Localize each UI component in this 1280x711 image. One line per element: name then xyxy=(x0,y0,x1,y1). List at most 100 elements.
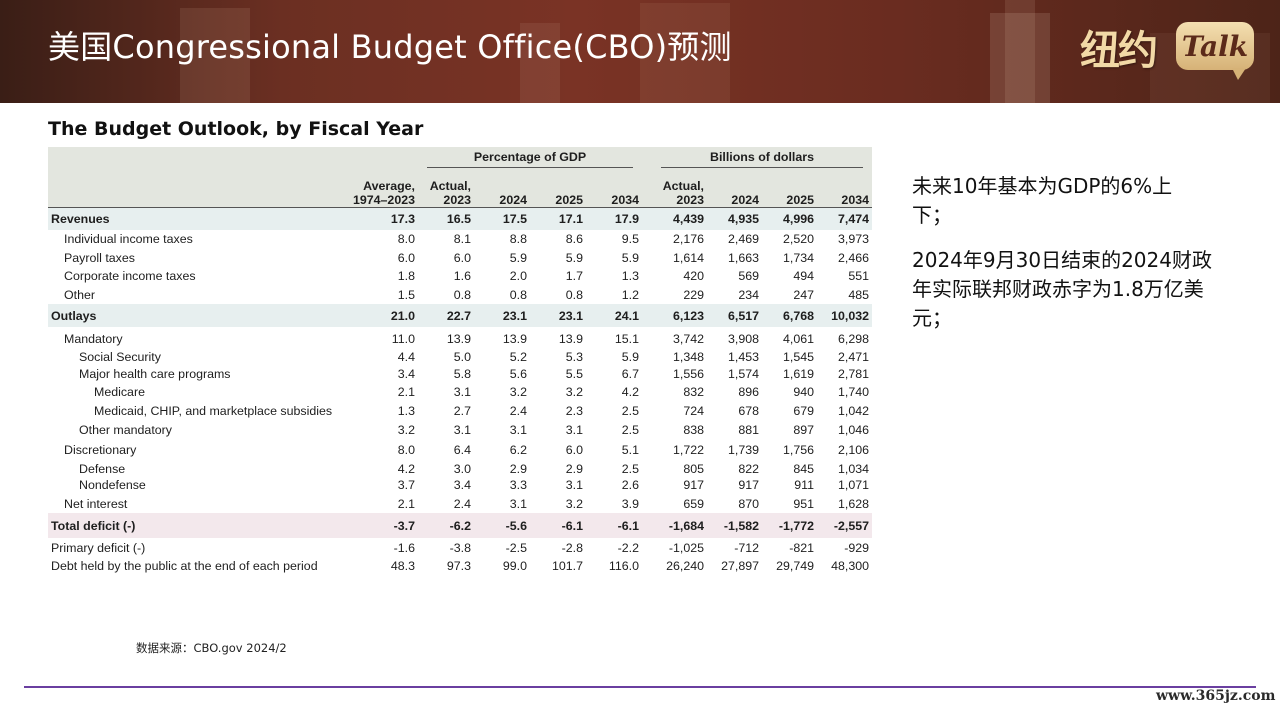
table-cell: 1,046 xyxy=(837,422,869,437)
table-cell: 1.2 xyxy=(621,288,639,303)
table-cell: 3.1 xyxy=(453,422,471,437)
table-row: Revenues 17.3 16.5 17.5 17.1 17.9 4,439 4,935 4,… xyxy=(48,207,872,230)
table-cell: 16.5 xyxy=(418,207,474,230)
table-cell: 832 xyxy=(683,385,704,400)
table-cell: 3.1 xyxy=(565,422,583,437)
table-cell: 822 xyxy=(738,461,759,476)
table-cell: 951 xyxy=(793,497,814,512)
table-cell: 1,614 xyxy=(672,250,704,265)
table-cell: 4,061 xyxy=(782,331,814,346)
table-cell: 2.7 xyxy=(453,404,471,419)
table-cell: 1,574 xyxy=(727,366,759,381)
table-row: Nondefense 3.7 3.4 3.3 3.1 2.6 917 917 911 1,071 xyxy=(48,476,872,495)
table-cell: 2.9 xyxy=(509,461,527,476)
table-cell: 234 xyxy=(738,288,759,303)
table-row: Mandatory 11.0 13.9 13.9 13.9 15.1 3,742 3,908 4… xyxy=(48,327,872,346)
table-cell: 551 xyxy=(848,269,869,284)
table-cell: -1,772 xyxy=(762,513,817,539)
table-cell: 659 xyxy=(683,497,704,512)
row-label: Discretionary xyxy=(64,443,137,458)
row-label: Net interest xyxy=(64,497,128,512)
table-cell: 6.0 xyxy=(453,250,471,265)
table-row: Corporate income taxes 1.8 1.6 2.0 1.7 1.3 420… xyxy=(48,267,872,286)
building-decoration xyxy=(990,13,1050,103)
table-cell: 3.4 xyxy=(397,366,415,381)
table-cell: 3.4 xyxy=(453,478,471,493)
table-cell: 5.9 xyxy=(621,350,639,365)
table-cell: 1,071 xyxy=(837,478,869,493)
table-cell: 5.8 xyxy=(453,366,471,381)
table-cell: 6,123 xyxy=(652,304,707,328)
table-cell: 2.5 xyxy=(621,461,639,476)
table-cell: 1.3 xyxy=(397,404,415,419)
table-cell: 5.9 xyxy=(621,250,639,265)
table-cell: -1.6 xyxy=(393,540,415,555)
table-cell: 17.5 xyxy=(474,207,530,230)
table-cell: 4.2 xyxy=(397,461,415,476)
table-cell: 3.9 xyxy=(621,497,639,512)
table-cell: 870 xyxy=(738,497,759,512)
slide-title: 美国Congressional Budget Office(CBO)预测 xyxy=(48,28,732,66)
table-cell: -6.1 xyxy=(530,513,586,539)
table-cell: 3,973 xyxy=(837,232,869,247)
row-label: Mandatory xyxy=(64,331,123,346)
table-cell: -821 xyxy=(789,540,814,555)
table-cell: 2.0 xyxy=(509,269,527,284)
col-header-bil-actual: Actual, 2023 xyxy=(652,169,707,208)
table-row: Other 1.5 0.8 0.8 0.8 1.2 229 234 247 485 xyxy=(48,286,872,305)
table-cell: 2.9 xyxy=(565,461,583,476)
table-cell: 27,897 xyxy=(721,559,759,574)
table-cell: 6.4 xyxy=(453,443,471,458)
table-cell: -1,582 xyxy=(707,513,762,539)
table-cell: 48.3 xyxy=(390,559,415,574)
table-cell: 5.2 xyxy=(509,350,527,365)
table-cell: 2.6 xyxy=(621,478,639,493)
table-cell: -3.7 xyxy=(338,513,418,539)
table-cell: 4,996 xyxy=(762,207,817,230)
table-cell: 911 xyxy=(794,478,814,493)
row-label: Revenues xyxy=(48,207,338,230)
table-cell: 679 xyxy=(793,404,814,419)
building-decoration xyxy=(180,8,250,103)
table-cell: 2.5 xyxy=(621,404,639,419)
table-cell: 5.3 xyxy=(565,350,583,365)
table-cell: 6,298 xyxy=(837,331,869,346)
group-header-row: Percentage of GDP Billions of dollars xyxy=(48,147,872,169)
table-cell: 0.8 xyxy=(509,288,527,303)
table-cell: 13.9 xyxy=(502,331,527,346)
table-row: Payroll taxes 6.0 6.0 5.9 5.9 5.9 1,614 1,663 1,… xyxy=(48,249,872,268)
row-label: Other mandatory xyxy=(79,422,172,437)
row-label: Primary deficit (-) xyxy=(51,540,146,555)
table-cell: 678 xyxy=(738,404,759,419)
table-cell: -2.8 xyxy=(561,540,583,555)
table-cell: 48,300 xyxy=(831,559,869,574)
row-label: Major health care programs xyxy=(79,366,231,381)
table-cell: -5.6 xyxy=(474,513,530,539)
table-cell: 5.9 xyxy=(565,250,583,265)
table-cell: 6.2 xyxy=(509,443,527,458)
table-cell: 10,032 xyxy=(817,304,872,328)
table-cell: 1,453 xyxy=(727,350,759,365)
table-cell: 6,517 xyxy=(707,304,762,328)
table-cell: 724 xyxy=(683,404,704,419)
table-cell: 881 xyxy=(738,422,759,437)
table-cell: 0.8 xyxy=(453,288,471,303)
building-decoration xyxy=(1005,0,1035,103)
column-header-row: Average, 1974–2023 Actual, 2023 2024 2025 … xyxy=(48,169,872,208)
table-cell: 1,556 xyxy=(672,366,704,381)
table-row: Primary deficit (-) -1.6 -3.8 -2.5 -2.8 -2.2 -… xyxy=(48,538,872,557)
table-cell: 3.7 xyxy=(397,478,415,493)
table-row: Individual income taxes 8.0 8.1 8.8 8.6 9.5 2,… xyxy=(48,230,872,249)
table-cell: 6.7 xyxy=(621,366,639,381)
table-cell: 2.1 xyxy=(397,385,415,400)
table-cell: 97.3 xyxy=(446,559,471,574)
table-cell: 1,034 xyxy=(837,461,869,476)
speech-bubble-icon: Talk xyxy=(1176,22,1254,80)
table-cell: 5.0 xyxy=(453,350,471,365)
table-cell: 1,734 xyxy=(782,250,814,265)
table-cell: 8.1 xyxy=(453,232,471,247)
row-label: Payroll taxes xyxy=(64,250,135,265)
table-cell: 3.1 xyxy=(509,497,527,512)
table-cell: 99.0 xyxy=(502,559,527,574)
table-cell: 485 xyxy=(848,288,869,303)
